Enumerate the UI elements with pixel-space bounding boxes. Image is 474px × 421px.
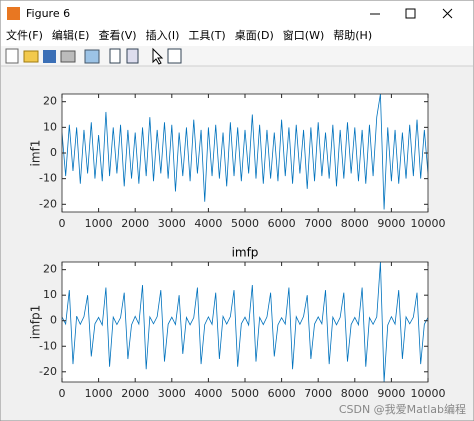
menu-item[interactable]: 桌面(D) [235, 29, 274, 42]
save-button[interactable] [43, 50, 56, 63]
x-tick-label: 8000 [341, 387, 369, 400]
window-title: Figure 6 [26, 7, 70, 20]
axes: 0 1000 2000 3000 4000 5000 6000 7000 8000 9000 100… [29, 93, 446, 230]
x-tick-label: 0 [59, 217, 66, 230]
x-tick-label: 6000 [268, 217, 296, 230]
x-tick-label: 3000 [158, 217, 186, 230]
open-button[interactable] [23, 50, 39, 63]
axes-title: imfp [232, 246, 259, 260]
menu-item[interactable]: 插入(I) [146, 28, 180, 42]
x-tick-label: 0 [59, 387, 66, 400]
x-tick-label: 9000 [377, 217, 405, 230]
close-button[interactable] [442, 8, 453, 19]
x-tick-label: 2000 [121, 217, 149, 230]
axes-background [62, 94, 428, 212]
toolbar-buttons [5, 47, 182, 65]
menu-item[interactable]: 工具(T) [188, 29, 225, 42]
signal-line [62, 262, 428, 382]
x-tick-label: 7000 [304, 387, 332, 400]
y-tick-label: 10 [43, 288, 57, 301]
print-button[interactable] [60, 50, 76, 63]
x-tick-label: 5000 [231, 217, 259, 230]
signal-line [62, 94, 428, 210]
inspector-button[interactable] [167, 48, 182, 64]
x-tick-label: 4000 [194, 217, 222, 230]
y-tick-label: -20 [39, 365, 57, 378]
y-tick-label: 10 [43, 120, 57, 133]
y-tick-label: -10 [39, 339, 57, 352]
legend-button[interactable] [126, 48, 139, 64]
menu-bar [1, 27, 473, 46]
menu-item[interactable]: 窗口(W) [283, 28, 324, 42]
axes-box [61, 261, 429, 383]
y-axis-label: imfp1 [29, 305, 43, 340]
menu-item[interactable]: 编辑(E) [52, 28, 90, 42]
x-tick-label: 5000 [231, 387, 259, 400]
menu: 文件(F) 编辑(E) 查看(V) 插入(I) 工具(T) 桌面(D) 窗口(W) 帮助(H) [6, 28, 372, 42]
menu-item[interactable]: 查看(V) [98, 28, 136, 42]
colorbar-button[interactable] [109, 48, 121, 64]
y-tick-label: 0 [50, 146, 57, 159]
link-button[interactable] [84, 49, 100, 64]
axes-background [62, 262, 428, 382]
x-tick-label: 10000 [411, 217, 446, 230]
x-tick-label: 8000 [341, 217, 369, 230]
x-tick-label: 3000 [158, 387, 186, 400]
menu-item[interactable]: 文件(F) [6, 28, 43, 42]
x-tick-label: 10000 [411, 387, 446, 400]
x-tick-label: 1000 [85, 217, 113, 230]
y-tick-label: 20 [43, 95, 57, 108]
y-tick-label: 0 [50, 314, 57, 327]
x-tick-label: 4000 [194, 387, 222, 400]
x-tick-label: 2000 [121, 387, 149, 400]
y-axis-label: imf1 [29, 140, 43, 167]
menu-item[interactable]: 帮助(H) [333, 28, 372, 42]
new-button[interactable] [5, 48, 19, 64]
figure-area: 0 1000 2000 3000 4000 5000 6000 7000 8000 9000 100… [29, 93, 446, 401]
y-tick-label: -20 [39, 197, 57, 210]
title-bar [1, 1, 473, 27]
app-icon [7, 7, 20, 20]
watermark: CSDN @我爱Matlab编程 [339, 402, 466, 416]
axes-box [61, 93, 429, 213]
maximize-button[interactable] [405, 8, 416, 19]
axes: 0 1000 2000 3000 4000 5000 6000 7000 8000 9000 100… [29, 246, 446, 401]
x-tick-label: 6000 [268, 387, 296, 400]
y-tick-label: 20 [43, 263, 57, 276]
x-tick-label: 1000 [85, 387, 113, 400]
x-tick-label: 7000 [304, 217, 332, 230]
y-tick-label: -10 [39, 172, 57, 185]
select-button[interactable] [152, 47, 164, 65]
x-tick-label: 9000 [377, 387, 405, 400]
